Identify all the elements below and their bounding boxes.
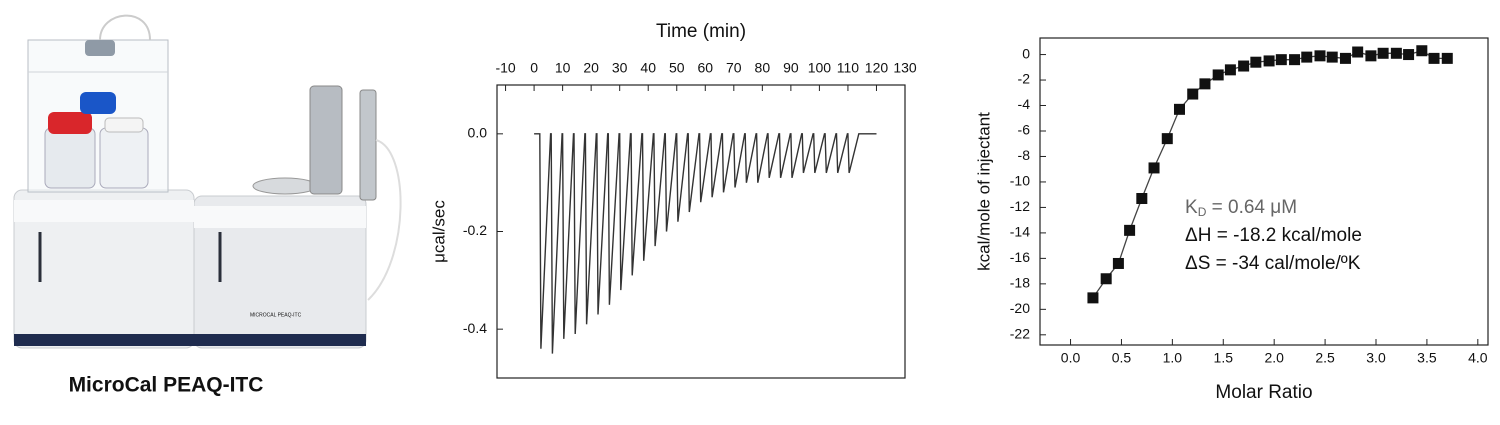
y-axis-label: kcal/mole of injectant xyxy=(974,112,993,271)
data-point xyxy=(1365,50,1377,62)
annotation-part: D xyxy=(1198,205,1207,219)
y-tick-label: -4 xyxy=(1018,96,1031,112)
data-point xyxy=(1301,51,1313,63)
x-tick-label: 120 xyxy=(865,60,889,76)
y-tick-label: -0.4 xyxy=(463,320,487,336)
data-point xyxy=(1416,45,1428,57)
y-tick-label: -16 xyxy=(1010,249,1030,265)
data-point xyxy=(1087,292,1099,304)
x-tick-label: 2.5 xyxy=(1315,350,1335,366)
data-point xyxy=(1352,46,1364,58)
y-tick-label: -22 xyxy=(1010,326,1030,342)
y-tick-label: 0 xyxy=(1022,45,1030,61)
x-axis-label: Molar Ratio xyxy=(1215,382,1312,403)
data-point xyxy=(1275,54,1287,66)
data-point xyxy=(1187,88,1199,100)
x-tick-label: 0 xyxy=(530,60,538,76)
x-tick-label: 1.5 xyxy=(1214,350,1234,366)
y-tick-label: 0.0 xyxy=(468,125,488,141)
y-tick-label: -10 xyxy=(1010,173,1030,189)
x-tick-label: 130 xyxy=(893,60,917,76)
data-point xyxy=(1212,69,1224,81)
photo-caption: MicroCal PEAQ-ITC xyxy=(69,374,264,397)
x-tick-label: 3.5 xyxy=(1417,350,1437,366)
instrument-photo: MICROCAL PEAQ-ITC xyxy=(13,14,402,349)
annotation: KD = 0.64 μM xyxy=(1185,197,1297,219)
x-tick-label: 20 xyxy=(583,60,599,76)
x-tick-label: 2.0 xyxy=(1264,350,1284,366)
data-point xyxy=(1403,49,1415,61)
data-point xyxy=(1224,64,1236,76)
x-tick-label: -10 xyxy=(495,60,515,76)
x-tick-label: 70 xyxy=(726,60,742,76)
x-tick-label: 3.0 xyxy=(1366,350,1386,366)
data-point xyxy=(1173,103,1185,115)
data-point xyxy=(1148,162,1160,174)
panel-text: MICROCAL PEAQ-ITC xyxy=(250,312,302,318)
y-tick-label: -14 xyxy=(1010,224,1030,240)
data-point xyxy=(1339,52,1351,64)
y-axis-label: μcal/sec xyxy=(429,200,448,263)
x-tick-label: 30 xyxy=(612,60,628,76)
thermogram-line xyxy=(534,133,877,354)
y-tick-label: -0.2 xyxy=(463,222,487,238)
x-tick-label: 90 xyxy=(783,60,799,76)
x-tick-label: 10 xyxy=(555,60,571,76)
annotation: ΔS = -34 cal/mole/ºK xyxy=(1185,253,1361,274)
data-point xyxy=(1250,56,1262,68)
data-point xyxy=(1377,47,1389,59)
x-axis-label: Time (min) xyxy=(656,21,746,42)
data-point xyxy=(1112,257,1124,269)
x-tick-label: 1.0 xyxy=(1163,350,1183,366)
data-point xyxy=(1124,224,1136,236)
x-tick-label: 0.5 xyxy=(1112,350,1132,366)
y-tick-label: -12 xyxy=(1010,198,1030,214)
data-point xyxy=(1238,60,1250,72)
x-tick-label: 100 xyxy=(808,60,832,76)
y-tick-label: -2 xyxy=(1018,71,1031,87)
x-tick-label: 110 xyxy=(837,60,860,76)
data-point xyxy=(1136,193,1148,205)
data-point xyxy=(1390,47,1402,59)
data-point xyxy=(1428,52,1440,64)
data-point xyxy=(1161,133,1173,145)
annotation-part: K xyxy=(1185,197,1198,218)
x-tick-label: 60 xyxy=(697,60,713,76)
y-tick-label: -6 xyxy=(1018,122,1031,138)
x-tick-label: 0.0 xyxy=(1061,350,1081,366)
data-point xyxy=(1263,55,1275,67)
annotation-part: = 0.64 μM xyxy=(1206,197,1297,218)
x-tick-label: 40 xyxy=(640,60,656,76)
annotation: ΔH = -18.2 kcal/mole xyxy=(1185,225,1362,246)
x-tick-label: 50 xyxy=(669,60,685,76)
y-tick-label: -20 xyxy=(1010,300,1030,316)
data-point xyxy=(1326,51,1338,63)
plot-frame xyxy=(1039,37,1489,346)
y-tick-label: -18 xyxy=(1010,275,1030,291)
x-tick-label: 4.0 xyxy=(1468,350,1488,366)
data-point xyxy=(1100,273,1112,285)
y-tick-label: -8 xyxy=(1018,147,1031,163)
data-point xyxy=(1199,78,1211,90)
data-point xyxy=(1441,52,1453,64)
x-tick-label: 80 xyxy=(755,60,771,76)
data-point xyxy=(1289,54,1301,66)
data-point xyxy=(1314,50,1326,62)
